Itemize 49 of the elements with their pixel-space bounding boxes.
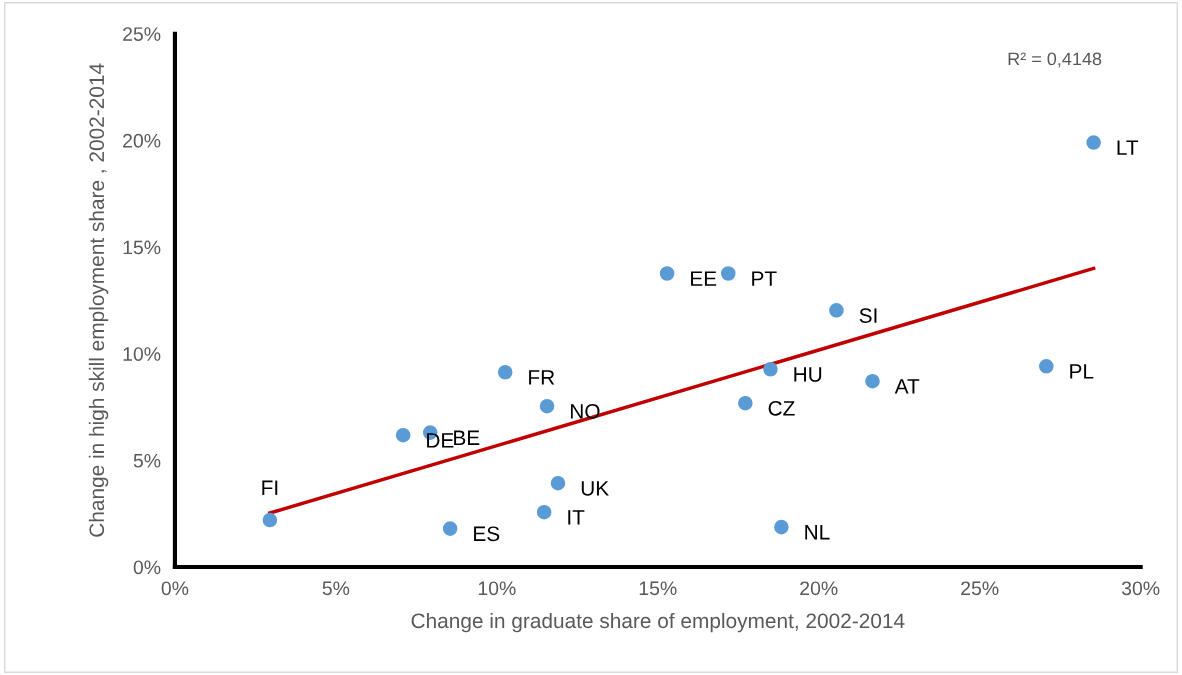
annotation: NO: [570, 403, 600, 419]
point: [1086, 135, 1101, 150]
point: [659, 266, 675, 281]
x-axis-title: Change in graduate share of employment, 2002-2014: [411, 612, 905, 633]
y-tick-label: 0%: [133, 560, 161, 575]
annotation: R² = 0,4148: [1008, 52, 1102, 68]
annotation: EE: [691, 271, 717, 286]
point: [550, 475, 566, 491]
annotation: UK: [581, 481, 609, 496]
point: [536, 504, 552, 520]
x-tick-label: 5%: [322, 581, 350, 596]
annotation: AT: [894, 379, 920, 394]
annotation: DE: [427, 433, 454, 448]
x-tick-label: 10%: [478, 581, 516, 596]
annotation: IT: [568, 510, 585, 525]
point: [865, 373, 880, 389]
point: [774, 519, 789, 535]
point: [497, 364, 513, 380]
x-tick-label: 20%: [800, 581, 838, 596]
point: [1039, 359, 1054, 374]
annotation: PT: [752, 271, 777, 286]
point: [539, 398, 555, 414]
y-axis-title: Change in high skill employment share , 2002-2014: [88, 63, 109, 537]
annotation: BE: [454, 430, 480, 445]
annotation: FI: [262, 480, 278, 495]
annotation: HU: [794, 367, 822, 382]
annotation: NL: [805, 525, 830, 540]
annotation: PL: [1070, 364, 1094, 379]
point: [738, 395, 753, 411]
point: [720, 266, 736, 281]
point: [262, 512, 278, 528]
annotation: CZ: [768, 400, 795, 416]
y-tick-label: 20%: [123, 133, 161, 148]
point: [395, 427, 411, 443]
point: [763, 361, 778, 377]
x-tick-label: 0%: [161, 581, 189, 596]
y-tick-label: 5%: [133, 453, 161, 468]
y-tick-label: 15%: [123, 240, 161, 255]
annotation: SI: [859, 308, 877, 323]
point: [442, 521, 458, 536]
y-tick-label: 25%: [123, 27, 161, 41]
x-tick-label: 25%: [961, 581, 999, 596]
annotation: FR: [529, 370, 555, 385]
y-tick-label: 10%: [123, 347, 161, 361]
point: [829, 303, 844, 318]
annotation: ES: [474, 526, 500, 542]
x-tick-label: 15%: [639, 581, 677, 596]
x-tick-label: 30%: [1121, 581, 1160, 596]
annotation: LT: [1117, 140, 1139, 155]
